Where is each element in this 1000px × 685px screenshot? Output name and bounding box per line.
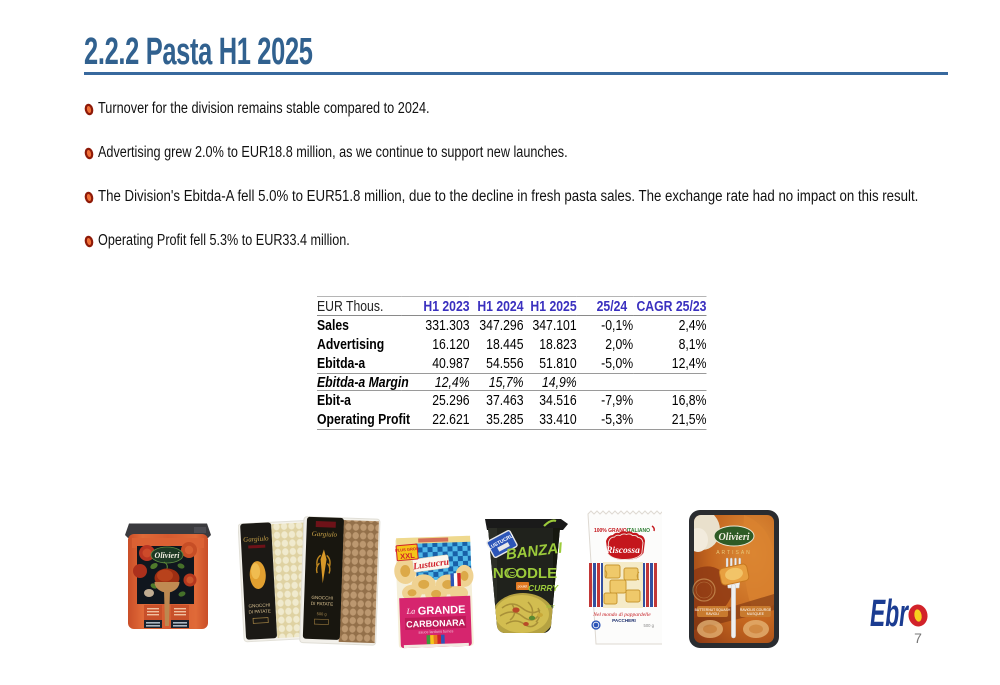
svg-text:DI PATATE: DI PATATE: [311, 601, 334, 607]
svg-text:XXL: XXL: [400, 551, 416, 561]
svg-text:PACCHERI: PACCHERI: [612, 618, 636, 623]
svg-text:Nel mondo di pappardelle: Nel mondo di pappardelle: [592, 612, 651, 618]
svg-text:NOODLE: NOODLE: [493, 565, 557, 582]
svg-text:GNOCCHI: GNOCCHI: [311, 595, 333, 601]
svg-text:BUTTERNUT SQUASH: BUTTERNUT SQUASH: [695, 608, 731, 612]
svg-text:Olivieri: Olivieri: [155, 551, 181, 560]
svg-text:RAVIOLI: RAVIOLI: [706, 612, 719, 616]
svg-text:poulet: poulet: [518, 585, 528, 589]
svg-text:CARBONARA: CARBONARA: [406, 617, 466, 629]
svg-text:Gargiulo: Gargiulo: [312, 530, 338, 539]
svg-text:Ebr: Ebr: [870, 593, 909, 635]
svg-text:500 g: 500 g: [644, 623, 655, 628]
svg-text:Gargiulo: Gargiulo: [243, 534, 269, 543]
svg-text:BANZAI: BANZAI: [505, 540, 564, 564]
svg-text:NET: NET: [546, 604, 555, 609]
svg-text:500 g: 500 g: [317, 611, 327, 616]
svg-text:RAVIOLIS COURGE: RAVIOLIS COURGE: [740, 608, 772, 612]
svg-text:La: La: [406, 607, 416, 616]
svg-text:100% GRANOITALIANO: 100% GRANOITALIANO: [594, 528, 650, 534]
svg-text:Olivieri: Olivieri: [718, 532, 749, 543]
svg-text:PLUS GROS: PLUS GROS: [395, 546, 419, 553]
svg-text:CURRY: CURRY: [528, 583, 559, 593]
svg-text:MUSQUEE: MUSQUEE: [747, 612, 765, 616]
svg-text:GNOCCHI: GNOCCHI: [248, 602, 270, 608]
svg-text:Riscossa: Riscossa: [605, 546, 640, 556]
svg-text:DI PATATE: DI PATATE: [248, 608, 271, 614]
svg-text:ARTISAN: ARTISAN: [716, 550, 752, 556]
svg-text:GRANDE: GRANDE: [418, 604, 466, 618]
svg-text:sauce lardons fumes: sauce lardons fumes: [418, 629, 453, 634]
